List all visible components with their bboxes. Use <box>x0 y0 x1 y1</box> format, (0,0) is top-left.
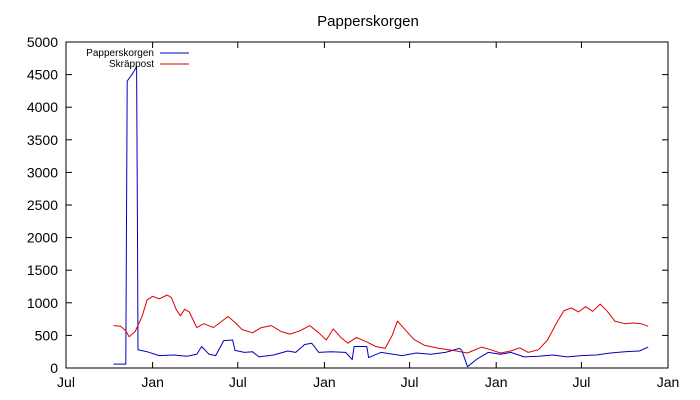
chart-title: Papperskorgen <box>317 13 419 30</box>
y-tick-label: 5000 <box>27 34 58 50</box>
y-tick-label: 3500 <box>27 132 58 148</box>
y-tick-label: 1500 <box>27 262 58 278</box>
x-tick-label: Jul <box>57 374 75 390</box>
y-tick-label: 3000 <box>27 164 58 180</box>
x-tick-label: Jan <box>485 374 508 390</box>
x-tick-label: Jul <box>229 374 247 390</box>
legend-label: Skräppost <box>109 59 154 70</box>
y-tick-label: 500 <box>35 327 59 343</box>
x-tick-label: Jan <box>657 374 680 390</box>
y-tick-label: 0 <box>50 360 58 376</box>
x-axis: Jul Jan Jul Jan Jul Jan Jul Jan <box>57 42 679 390</box>
y-tick-label: 4500 <box>27 67 58 83</box>
x-tick-label: Jul <box>401 374 419 390</box>
y-tick-label: 1000 <box>27 295 58 311</box>
y-axis: 0 500 1000 1500 2000 2500 3000 3500 4000 4500 5000 <box>27 34 668 376</box>
plot-area-border <box>65 41 669 369</box>
x-tick-label: Jan <box>313 374 336 390</box>
series-line-0 <box>113 66 649 368</box>
y-tick-label: 2000 <box>27 230 58 246</box>
series-line-1 <box>113 294 649 354</box>
x-tick-label: Jul <box>572 374 590 390</box>
y-tick-label: 2500 <box>27 197 58 213</box>
legend-label: Papperskorgen <box>86 48 154 59</box>
series-lines <box>113 66 649 368</box>
x-tick-label: Jan <box>141 374 164 390</box>
y-tick-label: 4000 <box>27 99 58 115</box>
